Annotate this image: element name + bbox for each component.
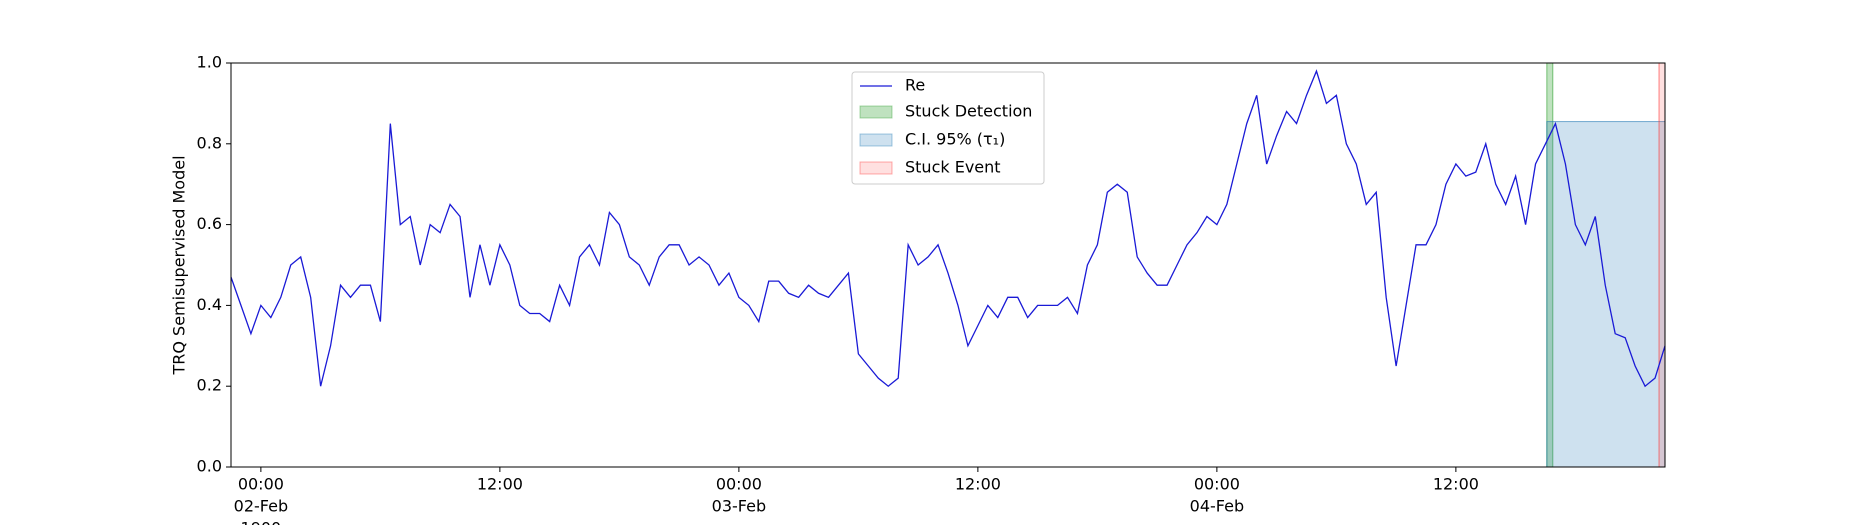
x-tick-label: 12:00 [477,475,523,494]
legend-box [851,71,1045,185]
legend-label: C.I. 95% (τ₁) [905,130,1005,149]
x-tick-label: 00:00 [238,475,284,494]
y-tick-label: 1.0 [197,53,222,72]
legend-swatch [859,161,893,175]
legend-label: Stuck Detection [905,102,1032,121]
x-tick-label: 04-Feb [1190,497,1244,516]
y-tick-label: 0.6 [197,214,222,233]
band [1658,62,1666,468]
x-tick-label: 00:00 [1194,475,1240,494]
legend-label: Stuck Event [905,158,1001,177]
x-tick-label: 1900 [241,519,282,525]
y-tick-label: 0.4 [197,295,222,314]
line [230,69,1666,388]
legend-label: Re [905,76,925,95]
y-tick-label: 0.0 [197,457,222,476]
legend: Re Stuck Detection C.I. 95% (τ₁) Stuck Even… [851,71,1045,185]
x-tick-label: 12:00 [955,475,1001,494]
x-tick-label: 12:00 [1433,475,1479,494]
y-tick-label: 0.8 [197,133,222,152]
x-tick-label: 03-Feb [712,497,766,516]
x-tick-label: 02-Feb [234,497,288,516]
legend-swatch [859,133,893,147]
plot-frame [230,62,1666,468]
band [1546,121,1666,468]
y-axis-label: TRQ Semisupervised Model [170,155,189,375]
legend-swatch [859,105,893,119]
y-tick-label: 0.2 [197,376,222,395]
x-tick-label: 00:00 [716,475,762,494]
